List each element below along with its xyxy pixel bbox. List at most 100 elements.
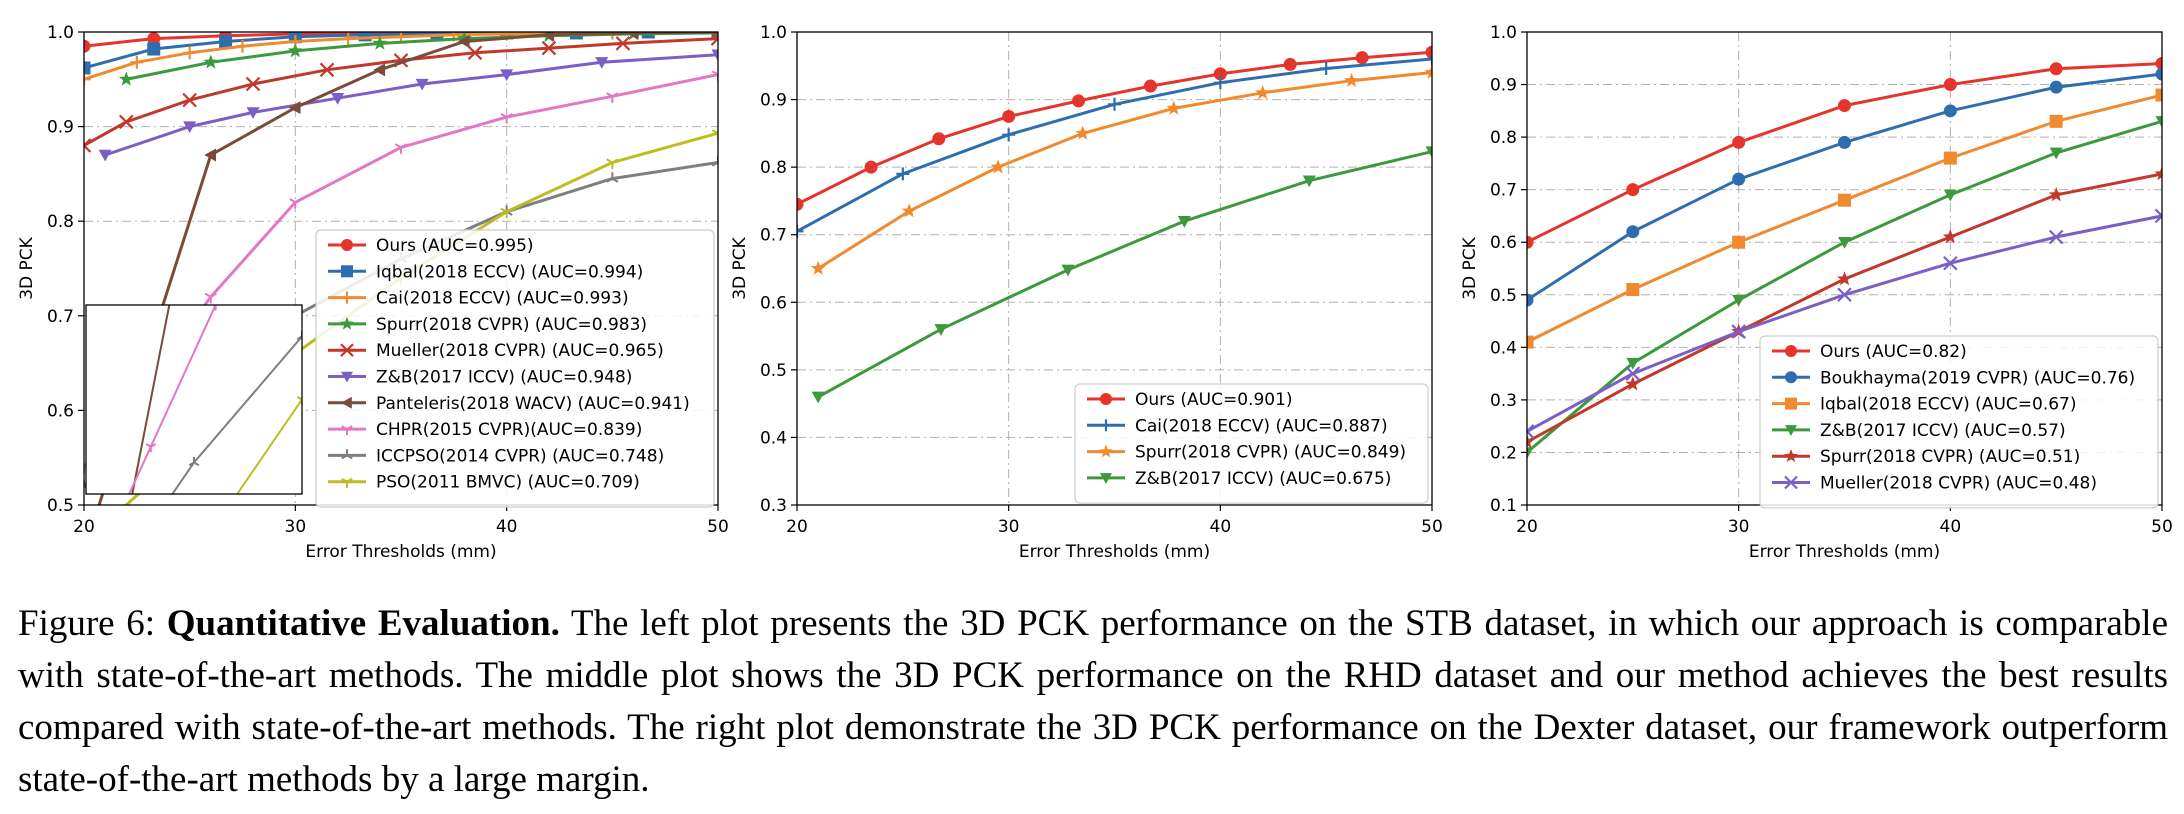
marker-square [1732,235,1746,249]
marker-tri-down [289,198,302,209]
marker-tri-down [606,158,619,170]
x-tick-label: 40 [1940,517,1962,537]
legend-label: Mueller(2018 CVPR) (AUC=0.965) [376,341,664,361]
marker-star [1166,100,1182,115]
marker-triangle-down [2155,116,2162,128]
marker-triangle-down [1100,473,1112,484]
inset-series-9 [171,331,302,494]
x-axis-label: Error Thresholds (mm) [305,542,496,562]
y-tick-label: 0.2 [1490,443,1517,463]
marker-square [219,34,233,48]
marker-triangle-left [288,101,301,115]
marker-plus [84,72,91,86]
marker-tri-down [78,540,89,550]
marker-triangle-left [78,546,90,559]
chart-panel-2: 20 30 40 50 0.3 0.4 0.5 0.6 0.7 0.8 0.9 1.0 Error Th… [730,23,1443,562]
legend-entry: CHPR(2015 CVPR)(AUC=0.839) [328,420,642,440]
series-6 [98,49,718,162]
y-tick-label: 0.9 [47,118,74,138]
marker-x [118,114,134,130]
legend-entry: Spurr(2018 CVPR) (AUC=0.51) [1772,447,2080,467]
marker-tri-down [513,161,523,169]
marker-plus [1002,128,1016,142]
marker-x [245,76,261,92]
marker-triangle-down [1732,294,1746,307]
marker-triangle-down [711,49,718,62]
inset-plot [81,17,523,590]
legend-label: Panteleris(2018 WACV) (AUC=0.941) [376,394,690,414]
marker-star [2048,187,2064,202]
marker-triangle-down [189,17,200,27]
series-5 [84,32,718,153]
series-2 [797,52,1432,238]
marker-star [1527,434,1535,449]
x-tick-label: 50 [2151,517,2173,537]
plot-area [797,45,1432,404]
legend-box [1759,335,2159,509]
marker-triangle-down [2049,147,2063,160]
marker-triangle-down [811,391,825,404]
marker-tri-down [81,586,91,590]
x-tick-label: 40 [1210,517,1232,537]
marker-triangle-down [934,324,948,336]
series-1 [1527,57,2162,249]
legend-entry: Ours (AUC=0.995) [328,236,534,256]
marker-square [84,61,91,75]
inset-frame [85,304,303,495]
inset-series-line [128,305,217,494]
y-tick-label: 0.3 [1490,391,1517,411]
marker-circle [797,197,804,211]
marker-square [1785,397,1797,410]
marker-triangle-down [246,107,260,119]
y-tick-label: 1.0 [47,23,74,43]
marker-tri-up [296,331,302,341]
marker-circle [1943,104,1957,118]
marker-triangle-down [595,57,609,69]
legend-entry: Cai(2018 ECCV) (AUC=0.993) [328,289,629,309]
y-tick-label: 0.3 [760,496,787,516]
marker-circle [1100,393,1112,405]
marker-square [2049,114,2063,128]
legend-label: Mueller(2018 CVPR) (AUC=0.48) [1820,474,2097,494]
inset-zoom [81,17,523,590]
legend-entry: Mueller(2018 CVPR) (AUC=0.48) [1772,474,2097,494]
marker-plus [183,46,197,60]
marker-plus [1100,419,1112,432]
marker-x [1784,475,1798,490]
marker-x [615,36,631,51]
marker-square [341,265,353,278]
y-tick-label: 1.0 [1490,23,1517,43]
y-tick-label: 0.6 [47,401,74,421]
series-7 [78,32,718,559]
series-line [797,57,1432,233]
caption-label: Figure 6: [18,603,156,644]
marker-plus [1319,61,1333,75]
legend-label: Boukhayma(2019 CVPR) (AUC=0.76) [1820,368,2135,388]
marker-square [641,32,655,39]
x-tick-label: 50 [1421,517,1443,537]
x-tick-label: 30 [1728,517,1750,537]
marker-triangle-down [331,93,345,105]
marker-star [2154,166,2162,181]
marker-plus [1213,76,1227,90]
y-tick-label: 1.0 [760,23,787,43]
marker-x [182,92,197,108]
marker-triangle-left [542,32,555,42]
marker-star [372,35,388,50]
marker-x [1527,424,1535,439]
legend-label: Z&B(2017 ICCV) (AUC=0.675) [1135,469,1391,489]
legend-label: CHPR(2015 CVPR)(AUC=0.839) [376,420,642,440]
legend-label: Iqbal(2018 ECCV) (AUC=0.67) [1820,395,2077,415]
series-line [817,71,1432,270]
marker-star [1255,85,1271,100]
y-tick-label: 0.8 [1490,128,1517,148]
legend-label: Iqbal(2018 ECCV) (AUC=0.994) [376,262,643,282]
y-tick-label: 0.5 [760,361,787,381]
y-tick-label: 0.7 [1490,181,1517,201]
y-tick-label: 0.9 [1490,76,1517,96]
legend-box [1074,383,1429,504]
marker-square [2155,88,2162,102]
marker-x [1837,287,1852,303]
marker-tri-down [606,92,619,103]
marker-circle [1785,345,1797,357]
